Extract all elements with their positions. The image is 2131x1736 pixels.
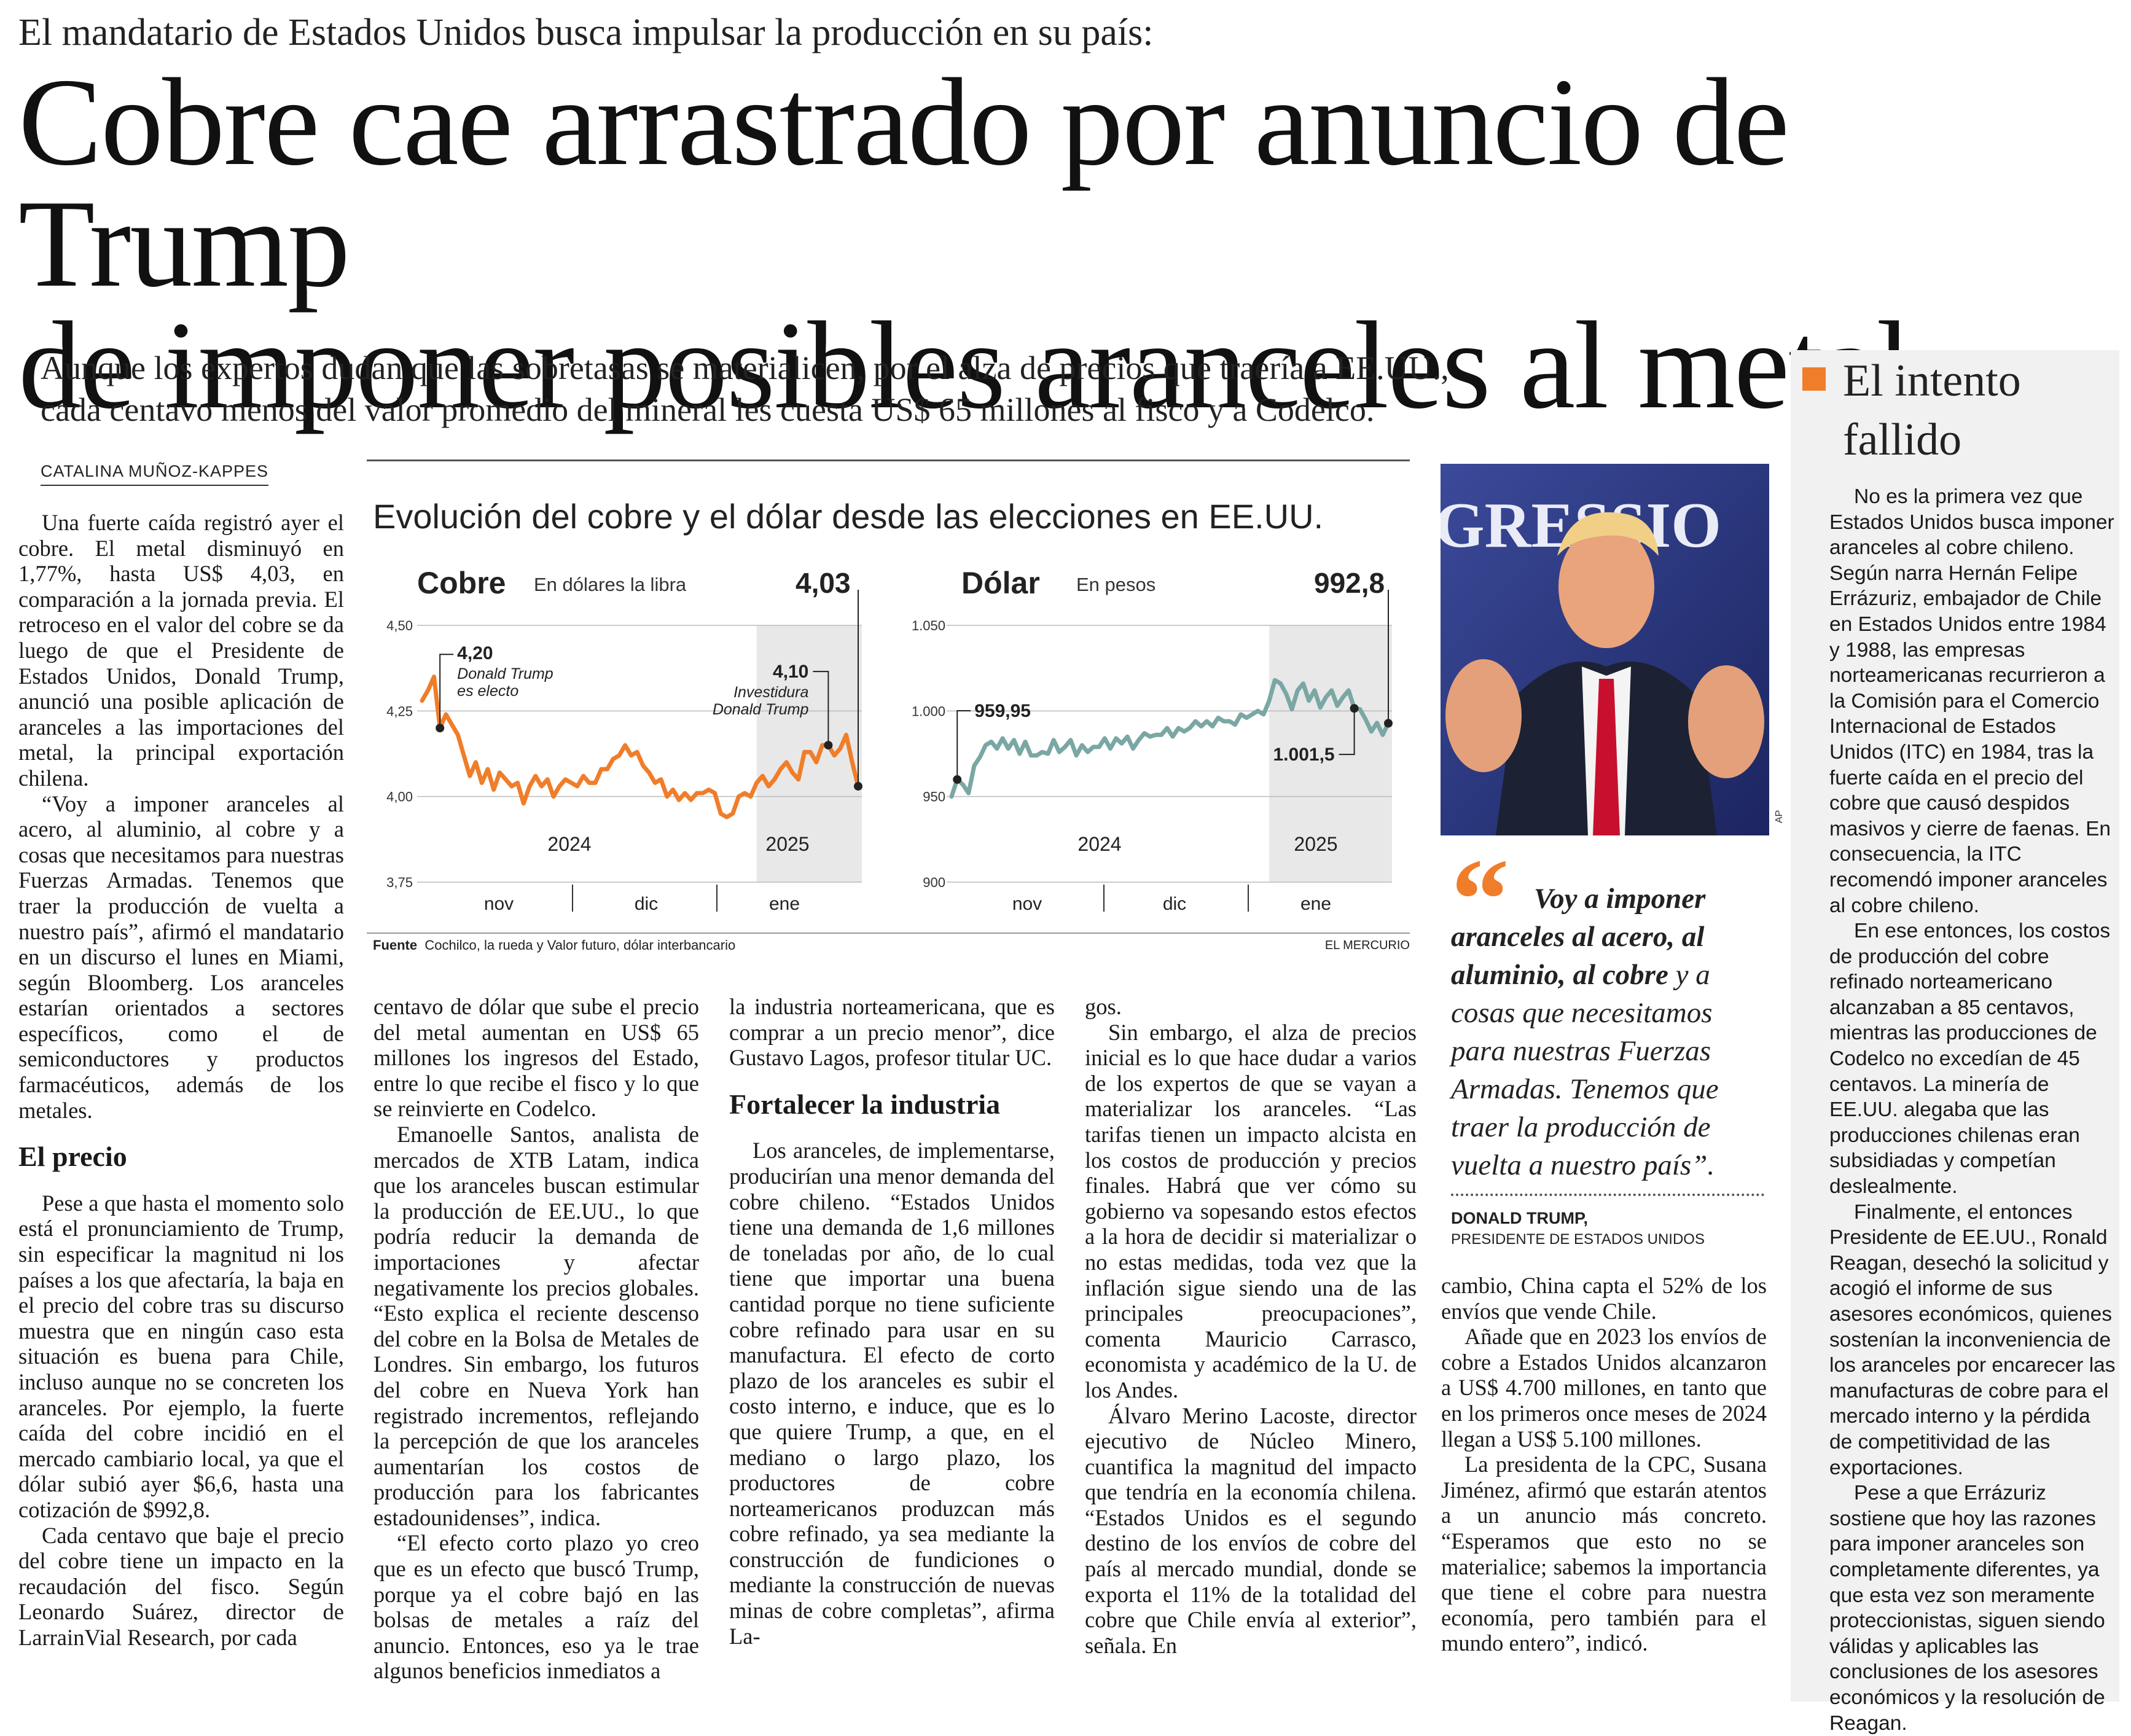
y-tick-label: 950 [923, 789, 945, 805]
year-label: 2025 [765, 833, 809, 855]
month-label: dic [1163, 894, 1186, 914]
paragraph: Sin embargo, el alza de precios inicial … [1085, 1019, 1417, 1402]
subhead-fortalecer-la-industria: Fortalecer la industria [729, 1088, 1001, 1120]
annotation-text: Donald Trump [457, 665, 553, 682]
sidebar-body: No es la primera vez que Estados Unidos … [1829, 484, 2116, 1736]
annotation-value: 4,20 [457, 643, 493, 663]
month-label: nov [484, 894, 514, 914]
paragraph: la industria norteamericana, que es comp… [729, 994, 1055, 1071]
article-column-2: centavo de dólar que sube el precio del … [373, 994, 699, 1684]
annotation-value: 1.001,5 [1273, 745, 1335, 765]
year-label: 2025 [1294, 833, 1337, 855]
month-label: ene [1300, 894, 1331, 914]
dollar-last-value: 992,8 [1314, 567, 1385, 599]
sidebar-title-line-2: fallido [1843, 415, 1962, 465]
sidebar-title-line-1: El intento [1843, 356, 2021, 406]
dollar-chart-unit: En pesos [1076, 574, 1156, 595]
trump-photo-illustration: GRESSIO [1441, 464, 1769, 835]
source-label: Fuente [373, 937, 418, 953]
year-2025-shading [1269, 625, 1392, 882]
infographic-top-rule [367, 459, 1410, 461]
infographic-credit: EL MERCURIO [1324, 939, 1410, 952]
article-column-5: cambio, China capta el 52% de los envíos… [1441, 1273, 1767, 1656]
headline-line-1: Cobre cae arrastrado por anuncio de Trum… [18, 53, 1789, 313]
annotation-leader [1339, 708, 1355, 756]
paragraph: Los aranceles, de implementarse, produci… [729, 1138, 1055, 1649]
month-label: nov [1012, 894, 1042, 914]
copper-chart-unit: En dólares la libra [534, 574, 687, 595]
annotation-leader [956, 710, 971, 780]
paragraph: “El efecto corto plazo yo creo que es un… [373, 1530, 699, 1684]
article-column-1: Una fuerte caída registró ayer el cobre.… [18, 510, 344, 1651]
infographic-bottom-rule [367, 933, 1410, 934]
paragraph: Emanoelle Santos, analista de mercados d… [373, 1121, 699, 1530]
paragraph: cambio, China capta el 52% de los envíos… [1441, 1273, 1767, 1324]
y-tick-label: 4,25 [386, 703, 413, 719]
paragraph: centavo de dólar que sube el precio del … [373, 994, 699, 1122]
pull-quote-bold: Voy a imponer aranceles al acero, al alu… [1451, 883, 1706, 991]
deck-line-1: Aunque los expertos dudan que las sobret… [41, 350, 1449, 386]
y-tick-label: 4,00 [386, 789, 413, 805]
paragraph: Álvaro Merino Lacoste, director ejecutiv… [1085, 1402, 1417, 1658]
kicker: El mandatario de Estados Unidos busca im… [18, 12, 1154, 53]
charts-svg: 4,50 4,25 4,00 3,75 nov dic ene 2024 2025 4,20 Don… [386, 590, 1393, 914]
sidebar-paragraph: Finalmente, el entonces Presidente de EE… [1829, 1200, 2116, 1479]
sidebar-title: El intento fallido [1843, 351, 2021, 469]
paragraph: Cada centavo que baje el precio del cobr… [18, 1522, 344, 1650]
annotation-text: es electo [457, 682, 518, 700]
article-column-4: gos. Sin embargo, el alza de precios ini… [1085, 994, 1417, 1658]
photo-credit: AP [1774, 810, 1785, 823]
y-tick-label: 900 [923, 875, 945, 890]
copper-last-value: 4,03 [796, 567, 851, 599]
headline: Cobre cae arrastrado por anuncio de Trum… [18, 53, 2119, 435]
month-label: dic [635, 894, 658, 914]
quote-author-role: PRESIDENTE DE ESTADOS UNIDOS [1451, 1231, 1705, 1248]
paragraph: La presidenta de la CPC, Susana Jiménez,… [1441, 1452, 1767, 1656]
paragraph: Pese a que hasta el momento solo está el… [18, 1190, 344, 1522]
sidebar-paragraph: No es la primera vez que Estados Unidos … [1829, 485, 2114, 917]
y-tick-label: 4,50 [386, 618, 413, 633]
subhead-el-precio: El precio [18, 1141, 127, 1173]
trump-photo: GRESSIO [1441, 464, 1769, 835]
sidebar-paragraph: Pese a que Errázuriz sostiene que hoy la… [1829, 1482, 2105, 1735]
year-label: 2024 [1077, 833, 1121, 855]
quote-divider [1451, 1194, 1764, 1196]
y-tick-label: 1.050 [912, 618, 945, 633]
byline: CATALINA MUÑOZ-KAPPES [41, 462, 269, 486]
month-label: ene [769, 894, 800, 914]
year-label: 2024 [547, 833, 591, 855]
infographic-source: Fuente Cochilco, la rueda y Valor futuro… [373, 937, 735, 953]
dollar-chart-title: Dólar [961, 566, 1040, 600]
sidebar-bullet-icon [1802, 367, 1826, 391]
sidebar-box [1791, 350, 2119, 1702]
paragraph: Una fuerte caída registró ayer el cobre.… [18, 510, 344, 791]
pull-quote: Voy a imponer aranceles al acero, al alu… [1451, 880, 1770, 1184]
y-tick-label: 3,75 [386, 875, 413, 890]
sidebar-paragraph: En ese entonces, los costos de producció… [1829, 920, 2111, 1198]
annotation-value: 959,95 [974, 701, 1031, 721]
copper-chart-title: Cobre [417, 566, 506, 600]
annotation-text: Donald Trump [713, 701, 809, 718]
article-column-3: la industria norteamericana, que es comp… [729, 994, 1055, 1649]
deck-line-2: cada centavo menos del valor promedio de… [41, 391, 1375, 428]
annotation-text: Investidura [733, 684, 808, 701]
deck: Aunque los expertos dudan que las sobret… [41, 347, 1724, 431]
copper-series-line [420, 674, 861, 819]
infographic: Evolución del cobre y el dólar desde las… [367, 459, 1410, 969]
paragraph: “Voy a imponer aranceles al acero, al al… [18, 791, 344, 1123]
headline-line-2: de imponer posibles aranceles al metal [18, 296, 1911, 435]
paragraph: gos. [1085, 994, 1122, 1019]
annotation-leader [439, 654, 454, 729]
y-tick-label: 1.000 [912, 703, 945, 719]
quote-author: DONALD TRUMP, [1451, 1209, 1589, 1227]
dollar-series-line [949, 678, 1391, 799]
infographic-title: Evolución del cobre y el dólar desde las… [373, 497, 1324, 536]
pull-quote-rest: y a cosas que necesitamos para nuestras … [1451, 959, 1719, 1181]
paragraph: Añade que en 2023 los envíos de cobre a … [1441, 1324, 1767, 1452]
quote-mark-icon: “ [1451, 835, 1509, 964]
annotation-leader [813, 671, 829, 746]
source-text: Cochilco, la rueda y Valor futuro, dólar… [424, 937, 736, 953]
annotation-value: 4,10 [773, 662, 808, 682]
